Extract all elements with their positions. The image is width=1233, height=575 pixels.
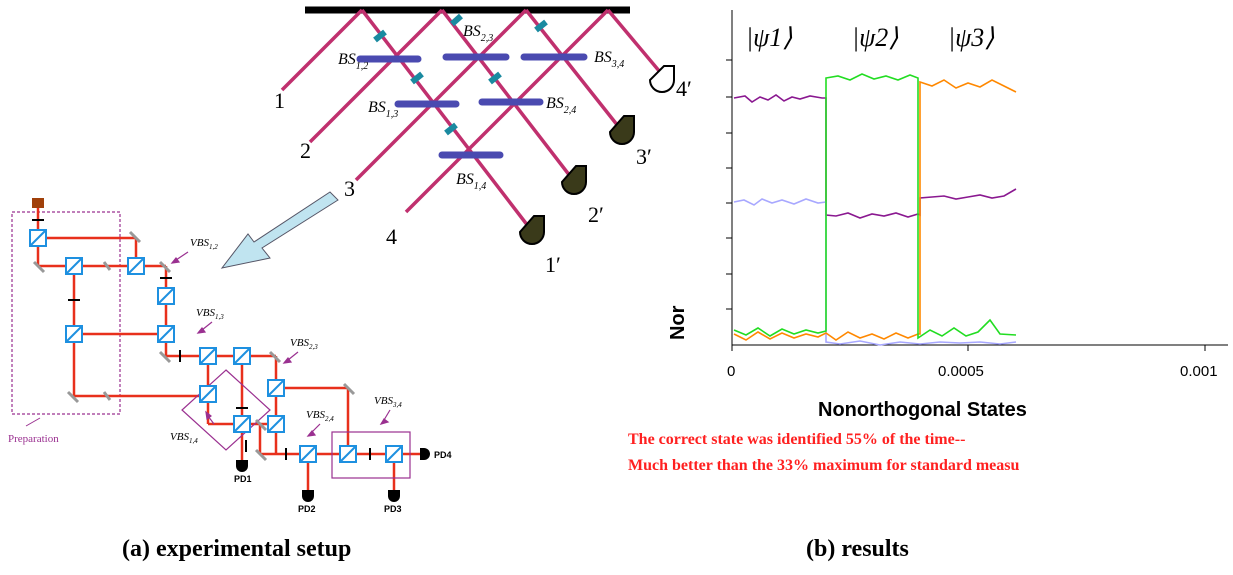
result-note-line2: Much better than the 33% maximum for sta… [628,457,1020,474]
experimental-setup: Preparation [8,198,452,514]
detector-1p [518,215,545,245]
result-note-line1: The correct state was identified 55% of … [628,431,965,448]
vbs-label-23: VBS2,3 [290,337,318,351]
trace-orange [733,79,1017,341]
vbs-label-34: VBS3,4 [374,395,402,409]
input-label-1: 1 [274,88,285,113]
vbs34-box [331,431,411,479]
vbs-label-24: VBS2,4 [306,409,334,423]
state-label-psi3: |ψ3⟩ [948,23,994,52]
input-label-3: 3 [344,176,355,201]
trace-green [733,73,1017,340]
pd1-label: PD1 [234,474,252,484]
pointer-arrow [220,191,339,269]
y-axis-title: Nor [667,305,689,340]
vbs-label-14: VBS1,4 [170,431,198,445]
vbs-arrows [170,251,391,437]
detector-4p [648,65,675,93]
input-label-4: 4 [386,224,397,249]
pd2-icon [302,490,314,502]
trace-group [733,73,1017,346]
photodetectors [236,448,430,502]
trace-lavender [733,198,1017,346]
x-axis-title: Nonorthogonal States [818,399,1027,421]
pd1-icon [236,460,248,472]
bs-label-12: BS1,2 [338,51,368,72]
phase-plates [373,13,548,136]
results-plot: 0 0.0005 0.001 Nonorthogonal States Nor … [628,10,1228,474]
preparation-label: Preparation [8,433,59,445]
vbs14-box [181,369,271,451]
detector-2p [560,165,587,195]
bs-plates [356,53,588,159]
pd4-label: PD4 [434,450,452,460]
x-tick-1: 0.0005 [938,363,984,380]
state-label-psi2: |ψ2⟩ [852,23,898,52]
mirrors [32,230,356,462]
laser-source [32,198,44,208]
x-tick-2: 0.001 [1180,363,1218,380]
cube-splitters [29,229,403,463]
vbs-label-13: VBS1,3 [196,307,224,321]
input-label-2: 2 [300,138,311,163]
vbs-label-12: VBS1,2 [190,237,218,251]
preparation-arrow [25,417,41,427]
y-ticks [726,59,732,310]
caption-b: (b) results [806,536,909,562]
caption-a: (a) experimental setup [122,536,351,562]
bs-label-14: BS1,4 [456,171,486,192]
output-label-3p: 3′ [636,144,652,169]
trace-purple [733,94,1017,219]
pd3-label: PD3 [384,504,402,514]
bs-label-34: BS3,4 [594,49,624,70]
preparation-box [11,211,121,415]
x-tick-0: 0 [727,363,735,380]
waveplates [32,219,371,460]
pd4-icon [420,448,430,460]
bs-label-24: BS2,4 [546,95,576,116]
state-label-psi1: |ψ1⟩ [746,23,792,52]
bs-label-23: BS2,3 [463,23,493,44]
beam-lines [280,8,662,228]
output-label-1p: 1′ [545,252,561,277]
output-label-2p: 2′ [588,202,604,227]
bs-network: 1 2 3 4 4′ 3′ 2′ 1′ BS1,2 BS2,3 BS3,4 BS… [220,6,692,277]
pd2-label: PD2 [298,504,316,514]
x-ticks [731,345,1206,351]
output-label-4p: 4′ [676,76,692,101]
bs-label-13: BS1,3 [368,99,398,120]
detector-3p [608,115,635,145]
pd3-icon [388,490,400,502]
